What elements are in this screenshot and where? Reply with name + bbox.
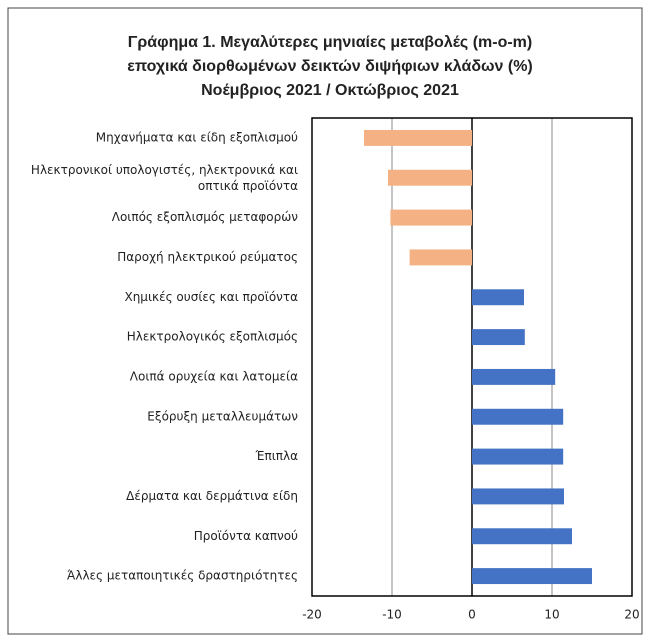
chart-title: Νοέμβριος 2021 / Οκτώβριος 2021 — [201, 82, 459, 99]
y-tick-label: Δέρματα και δερμάτινα είδη — [126, 489, 298, 503]
chart-title: Γράφημα 1. Μεγαλύτερες μηνιαίες μεταβολέ… — [128, 34, 532, 51]
bar — [364, 129, 472, 146]
chart-title: εποχικά διορθωμένων δεικτών διψήφιων κλά… — [127, 58, 533, 75]
bar — [472, 568, 592, 585]
bar — [409, 249, 472, 266]
x-tick-label: -20 — [302, 608, 322, 622]
y-tick-label: Παροχή ηλεκτρικού ρεύματος — [117, 250, 298, 264]
bar — [472, 289, 524, 306]
y-tick-label: Λοιπά ορυχεία και λατομεία — [130, 369, 298, 383]
y-tick-label: Ηλεκτρολογικός εξοπλισμός — [127, 330, 298, 344]
y-tick-label: Χημικές ουσίες και προϊόντα — [124, 290, 298, 304]
y-tick-label: Ηλεκτρονικοί υπολογιστές, ηλεκτρονικά κα… — [31, 162, 298, 192]
y-tick-label: Μηχανήματα και είδη εξοπλισμού — [96, 130, 298, 144]
bar — [472, 368, 556, 385]
bar — [472, 488, 564, 505]
bar — [388, 169, 472, 186]
y-tick-label: Προϊόντα καπνού — [194, 529, 298, 543]
y-tick-label: Άλλες μεταποιητικές δραστηριότητες — [67, 569, 298, 583]
y-tick-label: Εξόρυξη μεταλλευμάτων — [147, 409, 298, 423]
bar — [472, 408, 564, 425]
plot-frame — [311, 117, 633, 597]
bar — [472, 528, 572, 545]
bar — [472, 329, 525, 346]
x-tick-label: -10 — [382, 608, 402, 622]
x-tick-label: 10 — [544, 608, 559, 622]
y-tick-label: Έπιπλα — [255, 449, 299, 463]
bar — [390, 209, 472, 226]
x-tick-label: 20 — [624, 608, 639, 622]
bar — [472, 448, 564, 465]
x-tick-label: 0 — [468, 608, 476, 622]
y-tick-label: Λοιπός εξοπλισμός μεταφορών — [112, 210, 299, 224]
